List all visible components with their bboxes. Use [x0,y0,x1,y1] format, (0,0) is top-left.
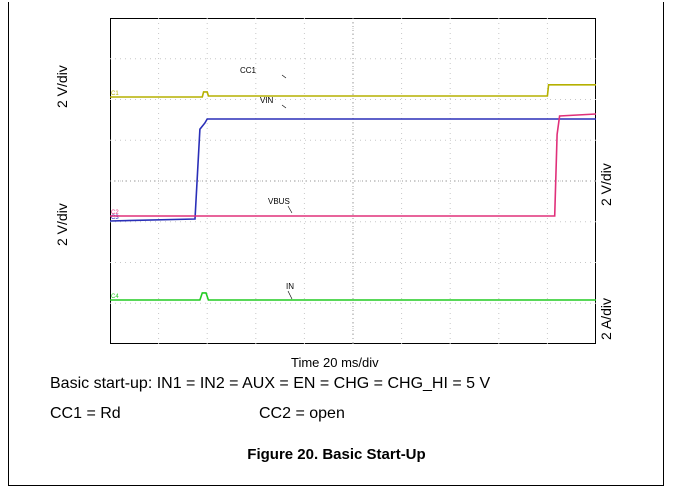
trace-in [110,292,596,301]
trace-vbus [110,113,596,217]
channel-marker-c4: C4 [111,294,119,300]
channel-marker-c1: C1 [111,91,119,97]
right-bottom-scale-label: 2 A/div [598,297,614,340]
trace-label-cc1: CC1 [240,66,257,75]
oscilloscope-plot: C1 CC1 C3 VIN C2 VBUS C4 IN [110,18,596,344]
caption-cc1: CC1 = Rd [50,405,121,422]
caption-cc2: CC2 = open [259,405,345,422]
left-top-scale-label: 2 V/div [54,65,70,108]
channel-marker-c3: C3 [111,215,119,221]
channel-marker-c2: C2 [111,210,119,216]
x-axis-label: Time 20 ms/div [291,355,379,370]
trace-label-vbus: VBUS [268,197,290,206]
trace-label-vin: VIN [260,96,274,105]
trace-vin [110,118,596,222]
trace-cc1 [110,84,596,98]
trace-leader-cc1 [281,74,287,79]
right-top-scale-label: 2 V/div [598,163,614,206]
trace-leader-vbus [287,205,293,214]
caption-line-1: Basic start-up: IN1 = IN2 = AUX = EN = C… [50,375,491,392]
trace-leader-in [287,290,293,300]
left-bottom-scale-label: 2 V/div [54,203,70,246]
trace-label-in: IN [286,282,294,291]
figure-title: Figure 20. Basic Start-Up [247,446,426,463]
trace-leader-vin [281,104,287,109]
figure-frame [8,2,664,486]
